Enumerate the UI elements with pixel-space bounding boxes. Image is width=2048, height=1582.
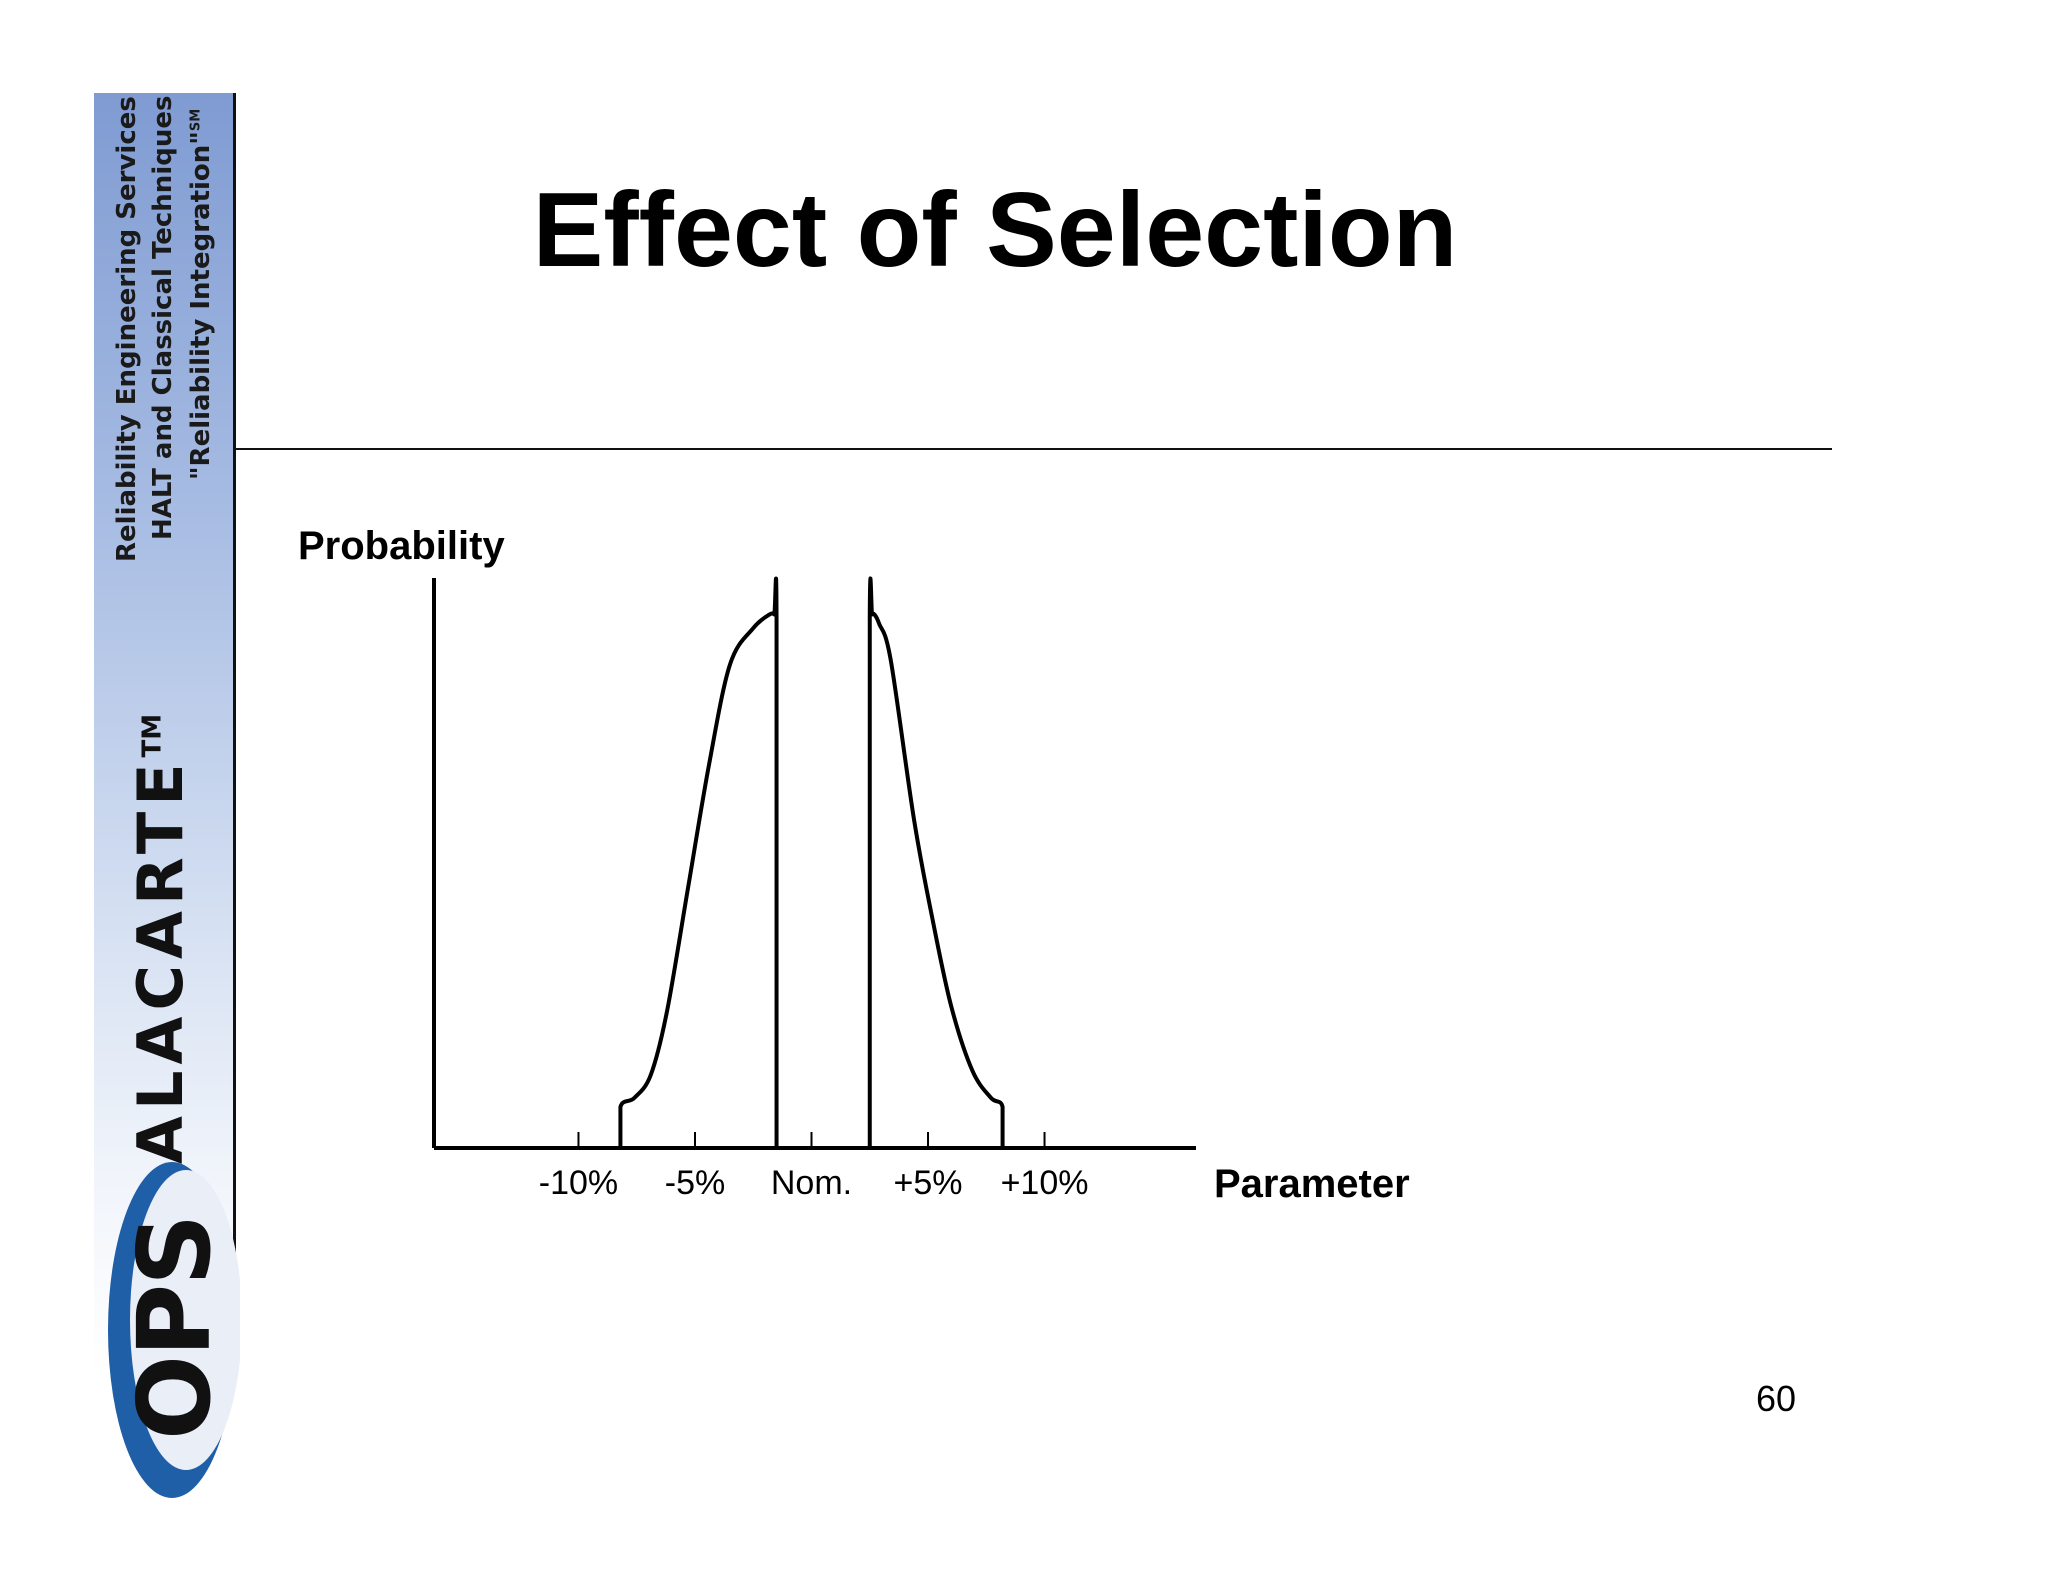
truncated-distribution-left [618, 576, 779, 1148]
page-number: 60 [1756, 1378, 1797, 1419]
x-ticks: -10% -5% Nom. +5% +10% [539, 1132, 1089, 1202]
truncated-distribution-right [867, 576, 1005, 1148]
slide-title: Effect of Selection [532, 171, 1458, 289]
x-tick-label: +10% [1001, 1164, 1089, 1202]
sidebar-divider [233, 93, 236, 1363]
y-axis-label: Probability [298, 524, 505, 568]
x-tick-label: +5% [894, 1164, 963, 1202]
x-tick-label: Nom. [771, 1164, 852, 1202]
series-group [618, 576, 1005, 1148]
x-tick-label: -5% [665, 1164, 725, 1202]
x-axis-label: Parameter [1214, 1162, 1410, 1206]
ops-logo-icon [108, 1162, 240, 1498]
title-divider [234, 448, 1832, 450]
x-tick-label: -10% [539, 1164, 618, 1202]
